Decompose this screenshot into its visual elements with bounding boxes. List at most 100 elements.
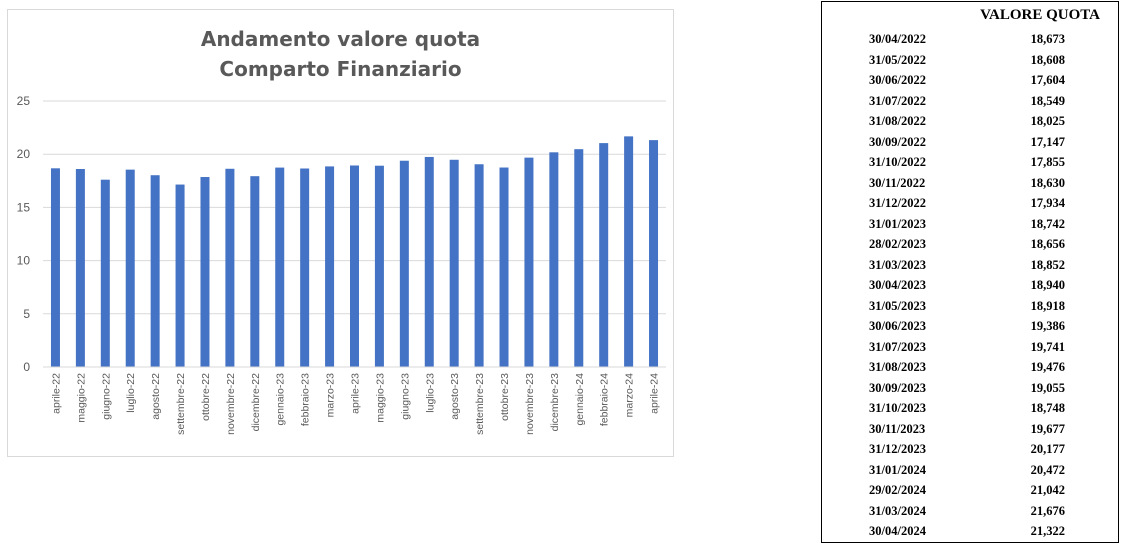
row-value: 21,042 xyxy=(1030,483,1065,497)
bar xyxy=(50,168,60,367)
row-date: 31/10/2022 xyxy=(869,155,926,169)
row-date: 30/06/2022 xyxy=(869,73,926,87)
table-row: 31/01/2023 18,742 xyxy=(822,214,1118,235)
bar xyxy=(225,168,235,367)
row-date: 30/04/2022 xyxy=(869,32,926,46)
row-date: 30/11/2022 xyxy=(869,175,926,190)
row-date: 31/12/2023 xyxy=(869,442,926,456)
table-row: 31/01/2024 20,472 xyxy=(822,460,1118,481)
row-value: 19,741 xyxy=(1030,339,1065,354)
row-date: 31/03/2024 xyxy=(869,503,926,518)
y-tick-label: 25 xyxy=(17,94,31,108)
row-date: 30/04/2024 xyxy=(869,524,926,538)
row-date: 30/06/2023 xyxy=(869,319,926,333)
table-row: 31/03/2023 18,852 xyxy=(822,255,1118,276)
chart-title: Andamento valore quota Comparto Finanzia… xyxy=(8,24,673,84)
x-tick-label: aprile-24 xyxy=(649,373,661,414)
table-row: 31/10/2022 17,855 xyxy=(822,152,1118,173)
row-date: 31/01/2023 xyxy=(869,216,926,231)
x-tick-label: settembre-23 xyxy=(474,373,486,435)
table-row: 30/04/2022 18,673 xyxy=(822,29,1118,50)
bar xyxy=(399,160,409,367)
table-row: 31/07/2022 18,549 xyxy=(822,91,1118,112)
x-tick-label: dicembre-23 xyxy=(549,373,561,432)
bar xyxy=(524,157,534,367)
y-tick-label: 20 xyxy=(17,147,31,161)
table-row: 28/02/2023 18,656 xyxy=(822,234,1118,255)
row-value: 18,549 xyxy=(1030,93,1065,108)
table-row: 31/12/2023 20,177 xyxy=(822,439,1118,460)
x-tick-label: dicembre-22 xyxy=(250,373,262,432)
bar xyxy=(150,175,160,367)
table-row: 30/09/2022 17,147 xyxy=(822,132,1118,153)
x-tick-label: novembre-22 xyxy=(225,373,237,435)
row-date: 31/05/2023 xyxy=(869,298,926,313)
row-date: 31/05/2022 xyxy=(869,52,926,67)
y-tick-label: 5 xyxy=(23,307,30,321)
bar xyxy=(599,143,609,367)
row-value: 20,472 xyxy=(1030,462,1065,477)
x-tick-label: agosto-22 xyxy=(150,373,162,420)
row-value: 18,852 xyxy=(1030,257,1065,272)
table-row: 31/08/2022 18,025 xyxy=(822,111,1118,132)
table-row: 31/08/2023 19,476 xyxy=(822,357,1118,378)
x-tick-label: aprile-23 xyxy=(350,373,362,414)
bar xyxy=(374,165,384,367)
bar xyxy=(649,140,659,367)
y-tick-label: 0 xyxy=(23,360,30,374)
row-value: 19,386 xyxy=(1030,319,1065,333)
row-date: 31/08/2023 xyxy=(869,360,926,374)
x-tick-label: maggio-23 xyxy=(374,373,386,423)
row-date: 31/10/2023 xyxy=(869,401,926,415)
x-tick-label: luglio-22 xyxy=(125,373,137,413)
value-column-header: VALORE QUOTA xyxy=(980,7,1100,23)
x-tick-label: ottobre-22 xyxy=(200,373,212,421)
row-value: 20,177 xyxy=(1030,442,1065,456)
bar xyxy=(175,184,185,367)
x-tick-label: aprile-22 xyxy=(50,373,62,414)
row-value: 18,608 xyxy=(1030,52,1065,67)
row-value: 19,055 xyxy=(1030,380,1065,395)
row-value: 19,677 xyxy=(1030,421,1065,436)
row-date: 31/01/2024 xyxy=(869,462,926,477)
row-value: 17,147 xyxy=(1030,134,1065,149)
table-row: 30/04/2023 18,940 xyxy=(822,275,1118,296)
row-value: 18,742 xyxy=(1030,216,1065,231)
row-date: 30/11/2023 xyxy=(869,421,926,436)
row-value: 18,025 xyxy=(1030,114,1065,128)
row-value: 18,748 xyxy=(1030,401,1065,415)
bar xyxy=(574,149,584,367)
row-date: 28/02/2023 xyxy=(869,237,926,251)
bar xyxy=(200,177,210,367)
table-row: 30/09/2023 19,055 xyxy=(822,378,1118,399)
table-row: 31/05/2022 18,608 xyxy=(822,50,1118,71)
x-tick-label: settembre-22 xyxy=(175,373,187,435)
row-value: 18,673 xyxy=(1030,32,1065,46)
bar xyxy=(275,167,285,367)
x-tick-label: maggio-22 xyxy=(75,373,87,423)
chart-title-line-2: Comparto Finanziario xyxy=(219,57,462,81)
x-tick-label: novembre-23 xyxy=(524,373,536,435)
x-tick-label: febbraio-24 xyxy=(599,373,611,426)
table-row: 31/03/2024 21,676 xyxy=(822,501,1118,522)
row-value: 18,630 xyxy=(1030,175,1065,190)
row-value: 19,476 xyxy=(1030,360,1065,374)
x-tick-label: luglio-23 xyxy=(424,373,436,413)
y-tick-label: 15 xyxy=(17,200,31,214)
table-row: 31/12/2022 17,934 xyxy=(822,193,1118,214)
row-date: 31/12/2022 xyxy=(869,196,926,210)
bar xyxy=(75,169,85,367)
row-date: 31/08/2022 xyxy=(869,114,926,128)
bar xyxy=(424,156,434,367)
x-tick-label: agosto-23 xyxy=(449,373,461,420)
y-tick-label: 10 xyxy=(17,254,31,268)
table-row: 30/04/2024 21,322 xyxy=(822,521,1118,542)
x-tick-label: giugno-22 xyxy=(100,373,112,420)
bar xyxy=(125,169,135,367)
x-tick-label: marzo-23 xyxy=(325,373,337,418)
table-row: 31/07/2023 19,741 xyxy=(822,337,1118,358)
row-date: 30/09/2022 xyxy=(869,134,926,149)
row-value: 18,918 xyxy=(1030,298,1065,313)
table-row: 31/10/2023 18,748 xyxy=(822,398,1118,419)
row-value: 17,934 xyxy=(1030,196,1065,210)
